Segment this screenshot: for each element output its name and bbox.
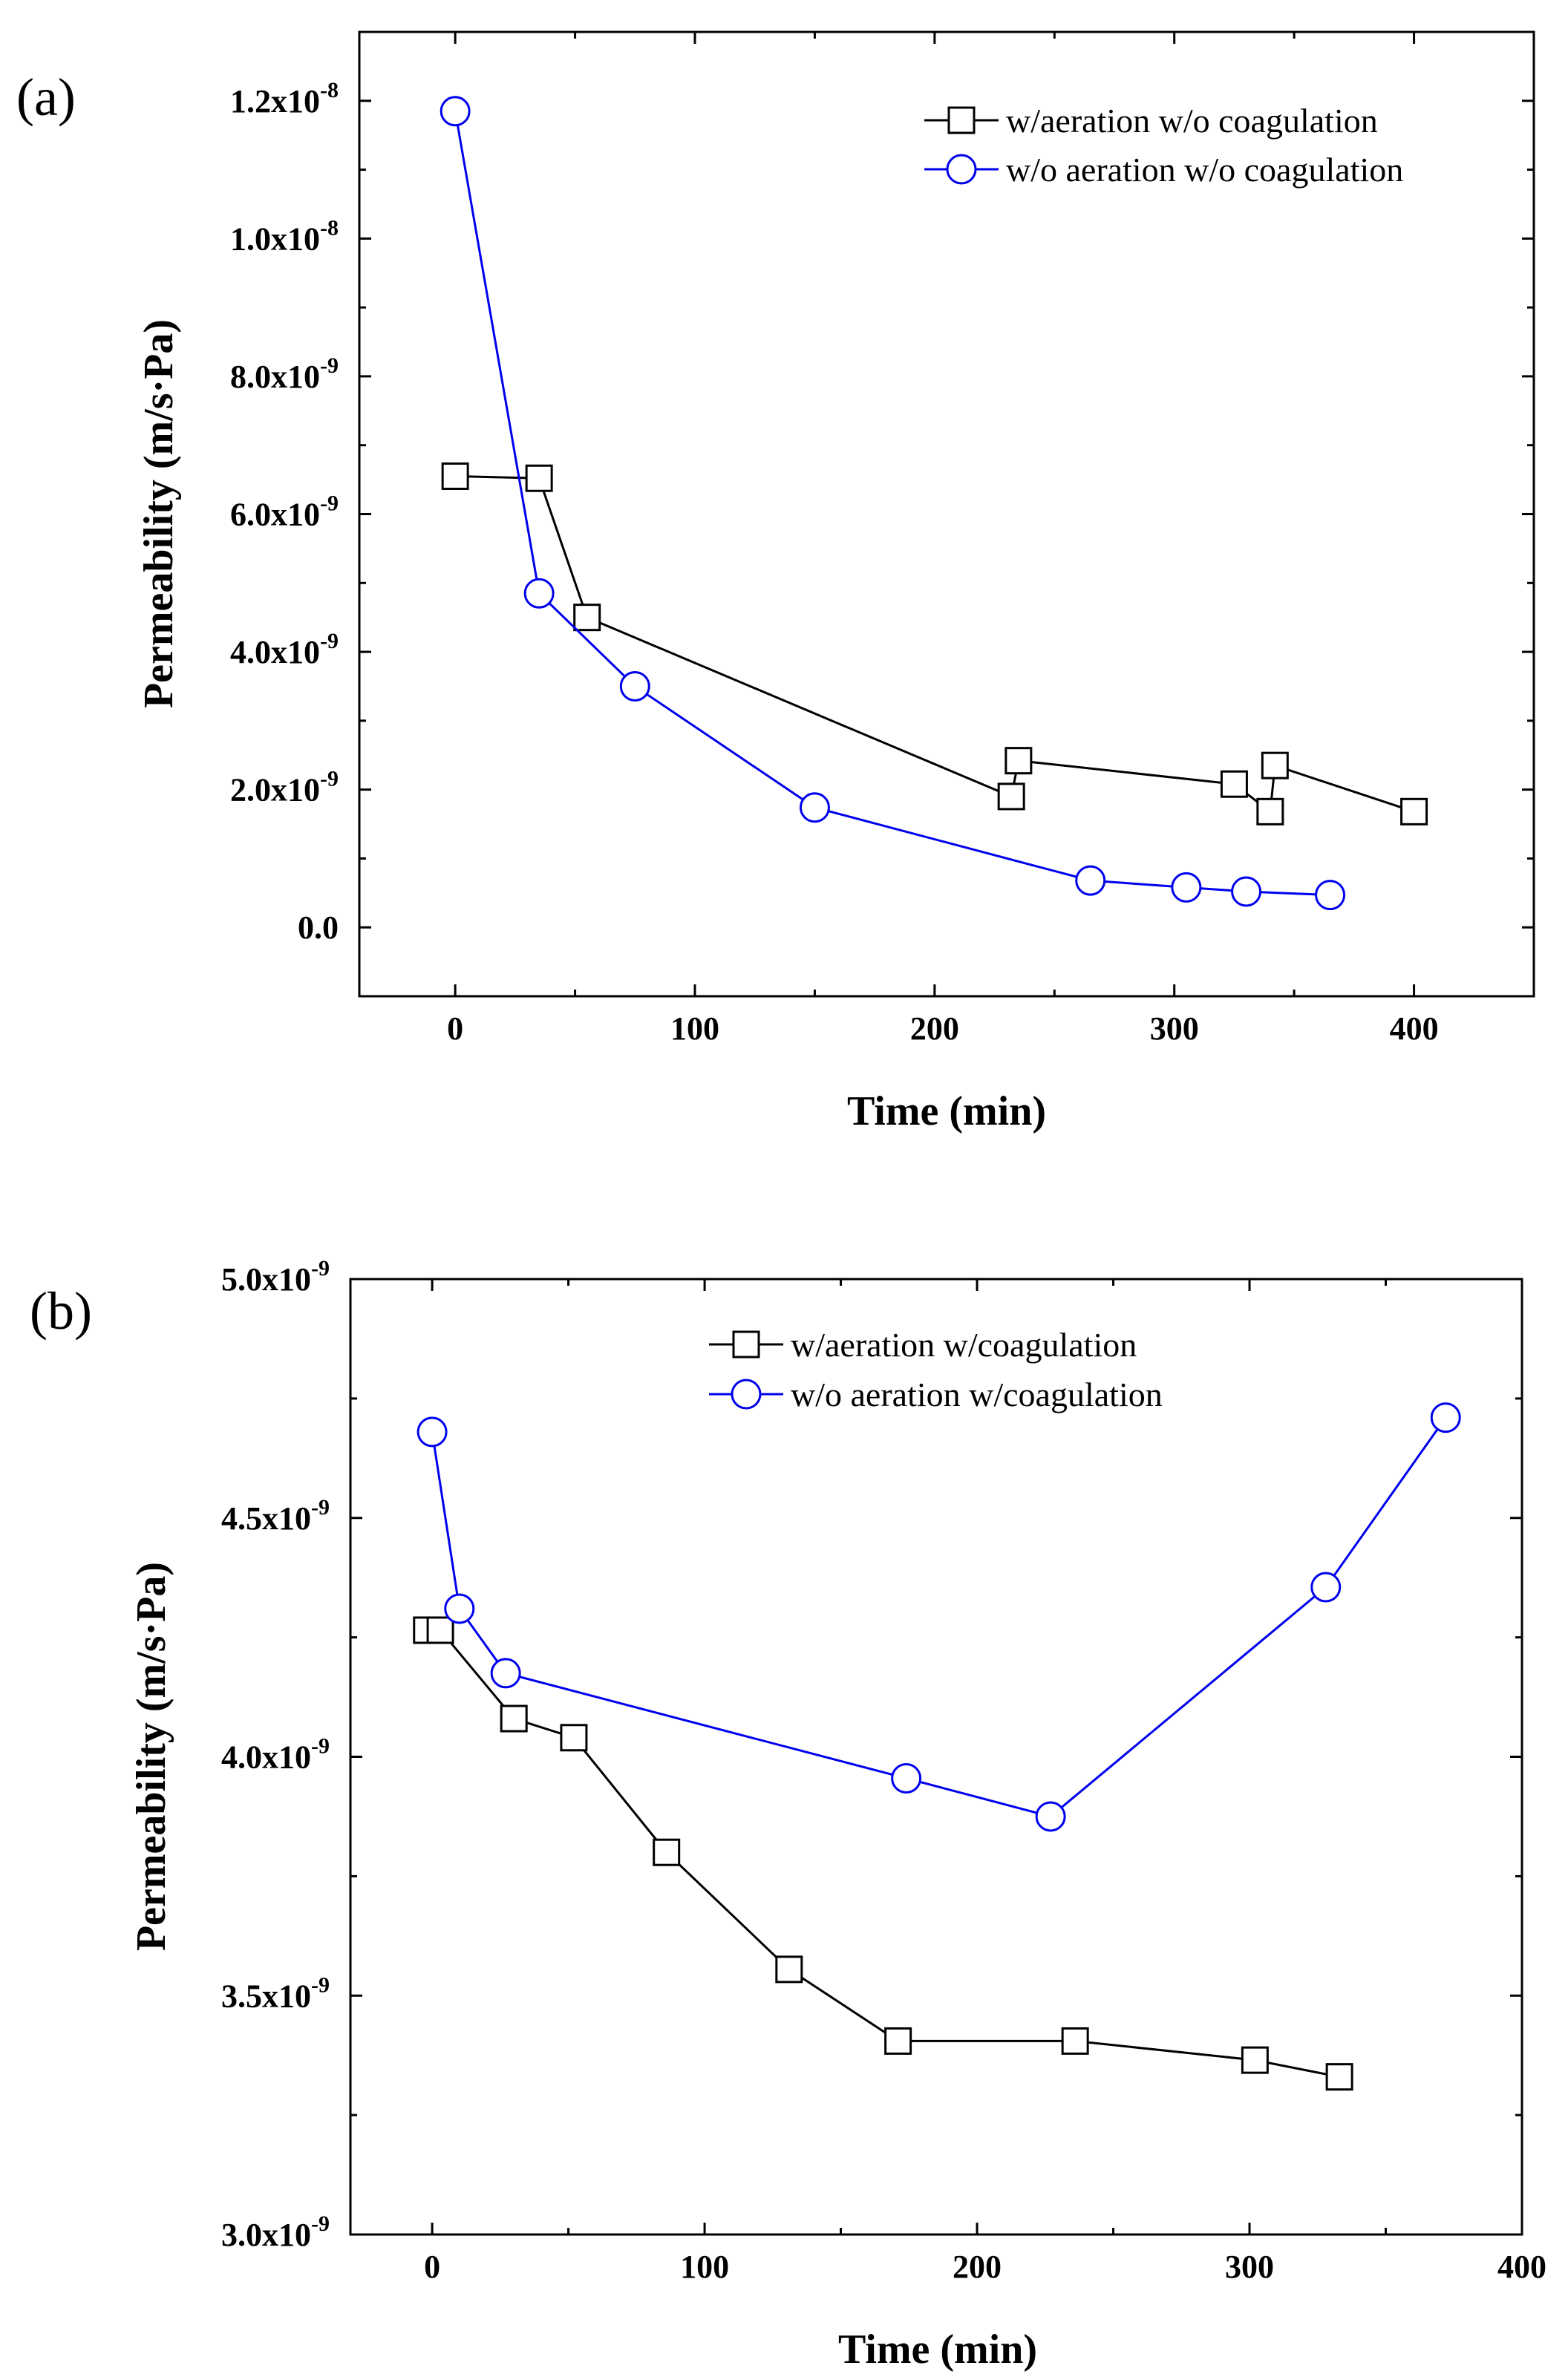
panel-b-series-1-point: [500, 1704, 528, 1733]
panel-a-series-1-point: [1256, 797, 1284, 826]
panel-b-y-tick-exponent: -9: [311, 1256, 330, 1281]
panel-a: (a) Permeability (m/s·Pa) Time (min) 0 10…: [16, 30, 1535, 1134]
panel-a-series-2-point: [523, 578, 555, 609]
panel-b: (b) Permeability (m/s·Pa) Time (min) 0 10…: [30, 1256, 1546, 2373]
panel-a-y-tick-label: 4.0x10-9: [230, 629, 339, 670]
panel-b-plot-frame: [349, 1278, 1523, 2236]
panel-a-x-axis-title: Time (min): [847, 1088, 1046, 1134]
panel-b-y-tick-label: 3.0x10-9: [221, 2211, 330, 2253]
panel-a-y-tick-label: 8.0x10-9: [230, 353, 339, 395]
panel-b-series-2-point: [490, 1658, 521, 1689]
legend-a-1-square-marker: [947, 106, 976, 134]
panel-a-y-tick-exponent: -9: [320, 353, 339, 378]
panel-b-legend: w/aeration w/coagulation w/o aeration w/…: [709, 1326, 1163, 1413]
panel-a-y-tick-label: 6.0x10-9: [230, 491, 339, 533]
panel-a-y-tick-label: 1.2x10-8: [230, 78, 339, 120]
panel-a-series-2-point: [619, 670, 650, 702]
panel-a-x-tick-label: 200: [910, 1010, 959, 1047]
panel-b-series-1-point: [1325, 2063, 1353, 2091]
panel-b-series-2-point: [1310, 1572, 1342, 1603]
panel-b-y-tick-exponent: -9: [311, 1972, 330, 1997]
legend-b-2-label: w/o aeration w/coagulation: [791, 1376, 1163, 1413]
panel-b-x-tick-label: 200: [953, 2249, 1002, 2285]
panel-b-x-tick-label: 400: [1497, 2249, 1546, 2285]
panel-a-x-tick-label: 100: [670, 1010, 719, 1047]
panel-b-series-1-point: [775, 1955, 803, 1984]
panel-a-series-1-point: [573, 604, 601, 632]
panel-a-y-tick-exponent: -9: [320, 629, 339, 653]
panel-b-series-1-point: [1061, 2027, 1089, 2055]
panel-b-x-tick-label: 300: [1225, 2249, 1274, 2285]
panel-a-series-2-point: [1231, 876, 1262, 907]
legend-a-1-label: w/aeration w/o coagulation: [1006, 102, 1378, 140]
panel-b-y-tick-label: 5.0x10-9: [221, 1256, 330, 1298]
panel-b-series-1-line: [426, 1629, 1340, 2079]
panel-b-series-1-point: [884, 2027, 912, 2055]
legend-b-2-circle-marker: [731, 1379, 762, 1410]
panel-a-series-2-line: [454, 111, 1330, 897]
panel-a-series-1-point: [525, 464, 553, 492]
panel-a-x-tick-label: 400: [1390, 1010, 1439, 1047]
panel-b-x-tick-label: 100: [680, 2249, 729, 2285]
panel-b-label: (b): [30, 1281, 92, 1341]
panel-a-y-tick-exponent: -9: [320, 767, 339, 791]
panel-b-y-tick-label: 4.0x10-9: [221, 1734, 330, 1776]
panel-b-y-tick-exponent: -9: [311, 1495, 330, 1520]
panel-a-x-tick-label: 300: [1150, 1010, 1199, 1047]
panel-a-series-2-point: [1315, 880, 1346, 911]
panel-a-series-1-point: [997, 782, 1025, 811]
panel-a-y-tick-exponent: -8: [320, 78, 339, 102]
panel-a-series-1-point: [1400, 797, 1428, 826]
panel-a-series-1-point: [1220, 770, 1248, 798]
panel-a-series-2-point: [1171, 872, 1202, 903]
panel-b-y-tick-exponent: -9: [311, 2211, 330, 2236]
panel-a-y-tick-label: 0.0: [298, 909, 339, 946]
panel-a-y-tick-label: 2.0x10-9: [230, 767, 339, 808]
panel-b-series-1-point: [426, 1616, 454, 1644]
panel-b-y-tick-label: 3.5x10-9: [221, 1972, 330, 2014]
panel-a-label: (a): [16, 68, 76, 127]
panel-a-y-tick-label: 1.0x10-8: [230, 215, 339, 257]
panel-b-series-2-point: [1430, 1402, 1461, 1433]
panel-b-series-2-point: [444, 1593, 475, 1624]
panel-b-series-2-point: [1035, 1801, 1066, 1832]
panel-a-series-2-point: [1075, 865, 1106, 896]
panel-a-series: [440, 96, 1428, 911]
panel-a-series-1-point: [1261, 751, 1289, 779]
panel-b-y-tick-label: 4.5x10-9: [221, 1495, 330, 1537]
panel-b-x-tick-label: 0: [424, 2249, 440, 2285]
panel-a-y-tick-exponent: -9: [320, 491, 339, 516]
panel-b-series-2-point: [416, 1416, 448, 1448]
panel-b-series-1-point: [560, 1724, 588, 1752]
panel-b-x-axis-title: Time (min): [838, 2327, 1037, 2373]
legend-a-2-label: w/o aeration w/o coagulation: [1006, 151, 1403, 189]
panel-a-x-tick-label: 0: [447, 1010, 463, 1047]
panel-a-legend: w/aeration w/o coagulation w/o aeration …: [924, 102, 1403, 189]
panel-a-series-1-point: [441, 462, 469, 490]
panel-b-y-axis-title: Permeability (m/s·Pa): [128, 1562, 174, 1951]
legend-b-1-square-marker: [732, 1330, 760, 1359]
panel-a-y-axis-title: Permeability (m/s·Pa): [136, 319, 182, 708]
panel-a-series-2-point: [799, 792, 830, 823]
panel-b-series: [413, 1402, 1461, 2091]
panel-a-series-1-point: [1004, 747, 1033, 775]
legend-a-2-circle-marker: [946, 154, 977, 185]
panel-b-series-1-point: [1241, 2046, 1269, 2074]
panel-b-series-2-point: [891, 1762, 922, 1794]
panel-b-y-tick-exponent: -9: [311, 1734, 330, 1759]
panel-b-series-2-line: [431, 1416, 1447, 1818]
panel-a-y-tick-exponent: -8: [320, 215, 339, 240]
legend-b-1-label: w/aeration w/coagulation: [791, 1326, 1137, 1364]
panel-a-series-2-point: [440, 96, 471, 127]
panel-b-series-1-point: [653, 1838, 681, 1866]
